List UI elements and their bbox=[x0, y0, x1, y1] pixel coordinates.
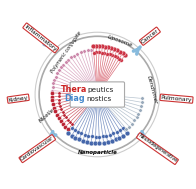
Text: Diag: Diag bbox=[65, 94, 85, 103]
FancyArrowPatch shape bbox=[44, 41, 51, 48]
FancyArrowPatch shape bbox=[139, 132, 146, 138]
Text: Cardiovascular: Cardiovascular bbox=[20, 135, 55, 162]
Text: Kidney: Kidney bbox=[8, 95, 29, 102]
Text: Inflammatory: Inflammatory bbox=[24, 24, 58, 52]
Text: Micelle: Micelle bbox=[38, 107, 56, 124]
FancyBboxPatch shape bbox=[70, 82, 124, 107]
Text: Thera: Thera bbox=[61, 85, 87, 94]
FancyArrowPatch shape bbox=[49, 132, 56, 138]
Text: nostics: nostics bbox=[86, 96, 112, 101]
Text: Pulmonary: Pulmonary bbox=[161, 95, 192, 102]
Text: Cancer: Cancer bbox=[140, 28, 160, 45]
Text: Nanoparticle: Nanoparticle bbox=[77, 150, 117, 155]
FancyArrowPatch shape bbox=[133, 47, 140, 54]
Text: peutics: peutics bbox=[88, 87, 114, 93]
Text: Liposome: Liposome bbox=[107, 34, 133, 48]
Text: Dendrimer: Dendrimer bbox=[146, 75, 159, 105]
Text: Neurodegenerative: Neurodegenerative bbox=[137, 133, 178, 164]
Text: Polymeric conjugate: Polymeric conjugate bbox=[50, 31, 83, 74]
